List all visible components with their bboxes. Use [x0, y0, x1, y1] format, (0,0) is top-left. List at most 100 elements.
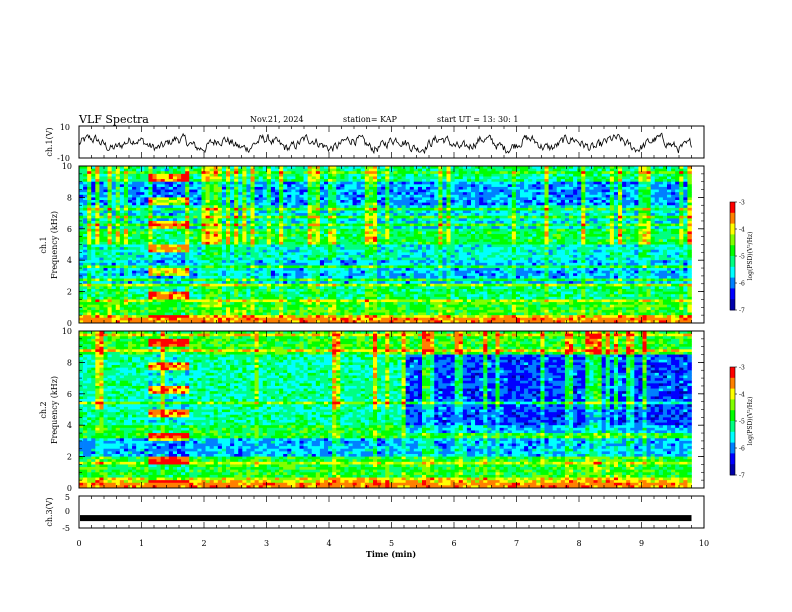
spectrogram-cell	[83, 186, 88, 190]
spectrogram-cell	[209, 200, 215, 203]
spectrogram-cell	[303, 307, 309, 311]
spectrogram-cell	[409, 317, 415, 321]
spectrogram-cell	[340, 202, 345, 206]
spectrogram-cell	[393, 189, 398, 193]
spectrogram-cell	[299, 273, 304, 277]
spectrogram-cell	[409, 299, 415, 303]
spectrogram-cell	[189, 296, 194, 300]
spectrogram-cell	[246, 200, 251, 203]
spectrogram-cell	[303, 254, 309, 258]
spectrogram-cell	[413, 200, 419, 203]
spectrogram-cell	[226, 184, 231, 188]
spectrogram-cell	[234, 288, 239, 292]
spectrogram-cell	[336, 236, 341, 240]
spectrogram-cell	[177, 249, 182, 253]
spectrogram-cell	[328, 260, 333, 264]
spectrogram-cell	[389, 241, 394, 245]
spectrogram-cell	[373, 268, 378, 272]
spectrogram-cell	[368, 312, 374, 316]
spectrogram-cell	[364, 299, 370, 303]
spectrogram-cell	[348, 186, 353, 190]
spectrogram-cell	[283, 249, 288, 253]
spectrogram-cell	[401, 218, 407, 222]
spectrogram-cell	[258, 171, 264, 175]
spectrogram-cell	[103, 241, 108, 245]
spectrogram-cell	[291, 286, 296, 290]
spectrogram-cell	[226, 220, 231, 224]
spectrogram-cell	[79, 254, 84, 258]
spectrogram-cell	[193, 317, 198, 321]
spectrogram-cell	[205, 168, 211, 172]
spectrogram-cell	[254, 231, 260, 235]
spectrogram-cell	[234, 278, 239, 282]
spectrogram-cell	[368, 286, 374, 290]
spectrogram-cell	[119, 247, 125, 251]
spectrogram-cell	[299, 228, 304, 232]
spectrogram-cell	[373, 241, 378, 245]
spectrogram-cell	[221, 241, 227, 245]
spectrogram-cell	[250, 268, 255, 272]
spectrogram-cell	[152, 281, 157, 285]
spectrogram-cell	[397, 244, 402, 248]
spectrogram-cell	[393, 249, 398, 253]
spectrogram-cell	[185, 291, 190, 295]
spectrogram-cell	[287, 202, 292, 206]
spectrogram-cell	[348, 252, 353, 256]
spectrogram-cell	[128, 270, 133, 274]
spectrogram-cell	[156, 186, 162, 190]
spectrogram-cell	[283, 241, 288, 245]
spectrogram-cell	[266, 210, 272, 214]
spectrogram-cell	[368, 254, 374, 258]
spectrogram-cell	[279, 186, 284, 190]
spectrogram-cell	[132, 268, 137, 272]
spectrogram-cell	[324, 260, 329, 264]
spectrogram-cell	[103, 273, 108, 277]
spectrogram-cell	[221, 257, 227, 261]
spectrogram-cell	[332, 262, 337, 266]
spectrogram-cell	[226, 176, 231, 180]
spectrogram-cell	[389, 270, 394, 274]
spectrogram-cell	[319, 247, 325, 251]
spectrogram-cell	[79, 317, 84, 321]
spectrogram-cell	[393, 179, 398, 183]
spectrogram-cell	[152, 257, 157, 261]
spectrogram-cell	[140, 296, 145, 300]
spectrogram-cell	[413, 228, 419, 232]
spectrogram-cell	[242, 226, 247, 230]
spectrogram-cell	[201, 220, 206, 224]
spectrogram-cell	[299, 268, 304, 272]
spectrogram-cell	[287, 236, 292, 240]
spectrogram-cell	[132, 320, 137, 324]
spectrogram-cell	[205, 202, 211, 206]
spectrogram-cell	[405, 181, 411, 185]
spectrogram-cell	[99, 275, 104, 279]
spectrogram-cell	[221, 194, 227, 198]
spectrogram-cell	[401, 205, 407, 209]
spectrogram-cell	[172, 262, 178, 266]
spectrogram-cell	[373, 236, 378, 240]
spectrogram-cell	[287, 286, 292, 290]
spectrogram-cell	[213, 268, 219, 272]
spectrogram-cell	[99, 197, 104, 201]
spectrogram-cell	[111, 270, 117, 274]
spectrogram-cell	[238, 286, 243, 290]
spectrogram-cell	[409, 273, 415, 277]
spectrogram-cell	[393, 228, 398, 232]
spectrogram-cell	[409, 166, 415, 169]
spectrogram-cell	[177, 241, 182, 245]
spectrogram-cell	[242, 307, 247, 311]
spectrogram-cell	[148, 304, 153, 308]
spectrogram-cell	[107, 273, 113, 277]
spectrogram-cell	[209, 299, 215, 303]
spectrogram-cell	[107, 294, 113, 298]
spectrogram-cell	[128, 281, 133, 285]
spectrogram-cell	[136, 320, 141, 324]
spectrogram-cell	[315, 260, 321, 264]
spectrogram-cell	[238, 302, 243, 306]
spectrogram-cell	[401, 257, 407, 261]
spectrogram-cell	[164, 194, 170, 198]
spectrogram-cell	[217, 317, 223, 321]
spectrogram-cell	[209, 236, 215, 240]
spectrogram-cell	[283, 307, 288, 311]
spectrogram-cell	[291, 220, 296, 224]
